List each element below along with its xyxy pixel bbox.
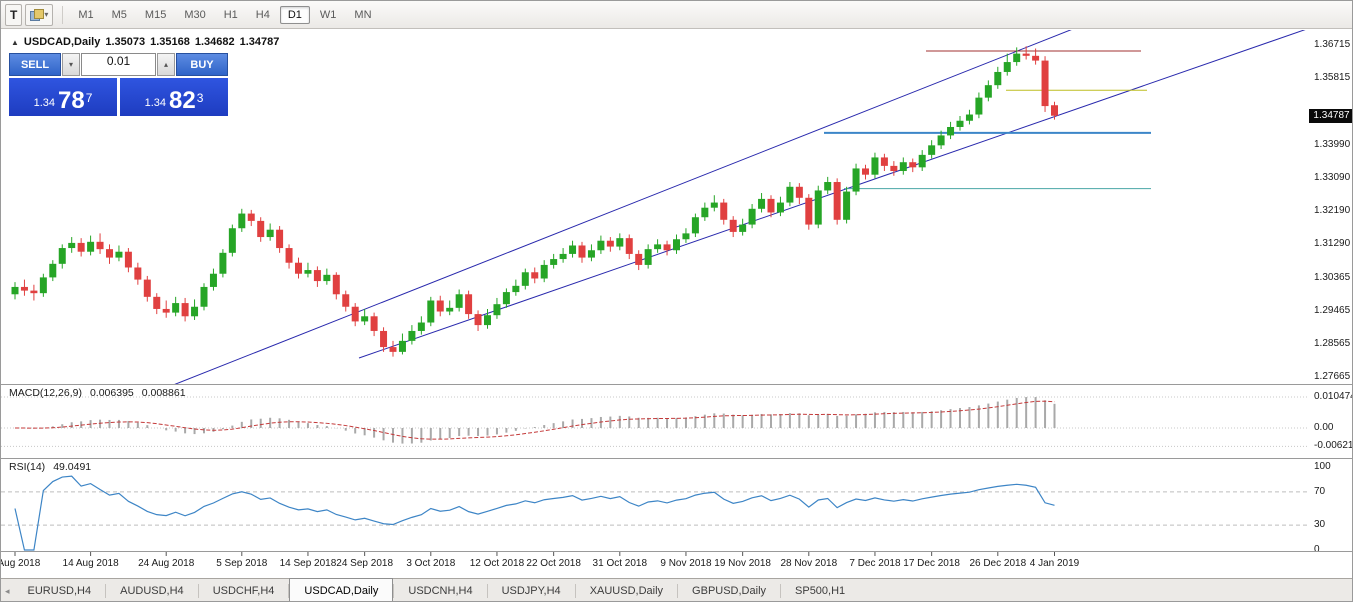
chart-tab-xauusd-daily[interactable]: XAUUSD,Daily xyxy=(589,585,664,597)
template-icon: T xyxy=(10,7,18,22)
one-click-collapse-icon[interactable]: ▲ xyxy=(11,38,19,47)
panel-separator-price-macd[interactable] xyxy=(1,384,1352,385)
tab-separator xyxy=(677,584,679,598)
chart-tab-gbpusd-daily[interactable]: GBPUSD,Daily xyxy=(692,585,767,597)
timeframe-button-m1[interactable]: M1 xyxy=(78,8,94,21)
timeframe-button-w1[interactable]: W1 xyxy=(319,8,337,21)
rsi-label-row: RSI(14) 49.0491 xyxy=(9,461,99,473)
tab-scroll-left-button[interactable]: ◂ xyxy=(5,585,10,596)
chart-tab-usdjpy-h4[interactable]: USDJPY,H4 xyxy=(501,585,561,597)
buy-price-small: 1.34 xyxy=(144,97,167,109)
chart-tab-eurusd-h4[interactable]: EURUSD,H4 xyxy=(27,585,92,597)
date-axis-ticks xyxy=(14,552,1055,556)
open-value: 1.35073 xyxy=(105,36,146,48)
macd-signal-value: 0.008861 xyxy=(141,387,186,399)
rsi-label: RSI(14) xyxy=(9,461,46,473)
trend-channel-line[interactable] xyxy=(153,25,1083,393)
symbol-label: USDCAD,Daily xyxy=(23,36,101,48)
tab-separator xyxy=(486,584,488,598)
high-value: 1.35168 xyxy=(150,36,190,48)
candlestick-series xyxy=(11,46,1058,357)
macd-main-value: 0.006395 xyxy=(89,387,134,399)
tab-separator xyxy=(574,584,576,598)
buy-price-big: 82 xyxy=(169,87,196,114)
timeframe-button-h4[interactable]: H4 xyxy=(255,8,270,21)
timeframe-group: M1 M5 M15 M30 H1 H4 D1 W1 MN xyxy=(69,5,380,24)
close-value: 1.34787 xyxy=(239,36,280,48)
timeframe-button-m30[interactable]: M30 xyxy=(184,8,206,21)
lot-size-input[interactable]: 0.01 xyxy=(81,53,156,76)
timeframe-button-m5[interactable]: M5 xyxy=(111,8,127,21)
lot-increase-button[interactable]: ▴ xyxy=(157,53,175,76)
sell-price-display[interactable]: 1.34 78 7 xyxy=(9,78,117,116)
buy-price-display[interactable]: 1.34 82 3 xyxy=(120,78,228,116)
macd-label: MACD(12,26,9) xyxy=(9,387,82,399)
buy-button[interactable]: BUY xyxy=(176,53,228,76)
rsi-panel xyxy=(1,475,1309,551)
chart-tab-usdchf-h4[interactable]: USDCHF,H4 xyxy=(212,585,275,597)
chart-tab-bar: ◂ EURUSD,H4 AUDUSD,H4 USDCHF,H4 USDCAD,Dail… xyxy=(1,578,1352,601)
panel-separator-rsi-dates xyxy=(1,551,1352,552)
timeframe-button-h1[interactable]: H1 xyxy=(223,8,238,21)
rsi-value: 49.0491 xyxy=(53,461,92,473)
chevron-down-icon: ▾ xyxy=(44,10,49,19)
rsi-line xyxy=(14,475,1055,551)
timeframe-button-d1[interactable]: D1 xyxy=(279,5,310,24)
chart-tab-sp500-h1[interactable]: SP500,H1 xyxy=(795,585,846,597)
tab-separator xyxy=(780,584,782,598)
macd-signal-line xyxy=(14,400,1055,440)
price-panel xyxy=(11,25,1306,393)
objects-tool-button[interactable]: ▾ xyxy=(25,3,54,26)
sell-button[interactable]: SELL xyxy=(9,53,61,76)
tab-separator xyxy=(197,584,199,598)
tab-separator xyxy=(288,584,290,598)
chart-tab-audusd-h4[interactable]: AUDUSD,H4 xyxy=(120,585,184,597)
panel-separator-macd-rsi[interactable] xyxy=(1,458,1352,459)
chart-template-button[interactable]: T xyxy=(5,3,23,26)
macd-panel xyxy=(1,396,1309,447)
sell-price-small: 1.34 xyxy=(33,97,56,109)
chart-tab-usdcnh-h4[interactable]: USDCNH,H4 xyxy=(408,585,473,597)
chart-title: ▲ USDCAD,Daily 1.35073 1.35168 1.34682 1.3478… xyxy=(11,36,284,48)
macd-label-row: MACD(12,26,9) 0.006395 0.008861 xyxy=(9,387,194,399)
top-toolbar: T ▾ M1 M5 M15 M30 H1 H4 D1 W1 MN xyxy=(1,1,1352,29)
buy-price-sup: 3 xyxy=(196,91,204,105)
toolbar-separator xyxy=(62,5,64,24)
sell-price-sup: 7 xyxy=(85,91,93,105)
sell-price-big: 78 xyxy=(58,87,85,114)
tab-separator xyxy=(393,584,395,598)
timeframe-button-m15[interactable]: M15 xyxy=(144,8,167,21)
tab-separator xyxy=(105,584,107,598)
lot-decrease-button[interactable]: ▾ xyxy=(62,53,80,76)
chart-tab-usdcad-daily[interactable]: USDCAD,Daily xyxy=(289,578,394,601)
objects-icon xyxy=(30,8,45,21)
low-value: 1.34682 xyxy=(194,36,235,48)
macd-histogram xyxy=(23,397,1056,444)
one-click-trading-panel: SELL ▾ 0.01 ▴ BUY 1.34 78 7 1.34 82 3 xyxy=(9,53,228,116)
current-price-tag: 1.34787 xyxy=(1309,108,1352,123)
timeframe-button-mn[interactable]: MN xyxy=(354,8,372,21)
